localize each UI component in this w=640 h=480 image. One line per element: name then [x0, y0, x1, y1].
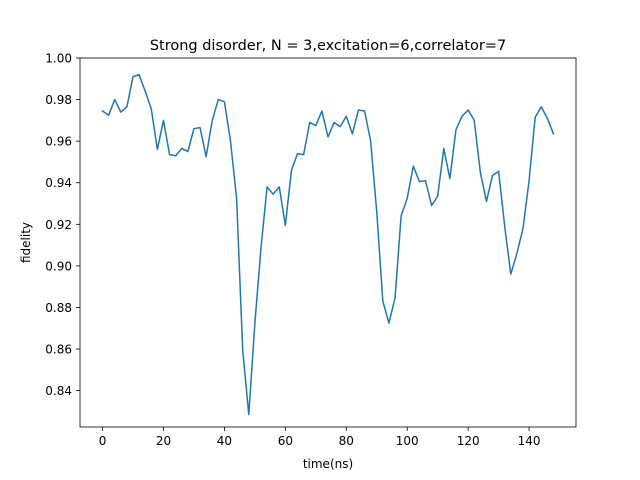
y-tick-label: 0.90 — [45, 259, 72, 273]
x-axis-ticks: 0 20 40 60 80 100 120 140 — [99, 427, 541, 448]
x-tick-label: 20 — [156, 434, 171, 448]
y-tick-label: 1.00 — [45, 52, 72, 66]
y-axis-ticks: 0.84 0.86 0.88 0.90 0.92 0.94 0.96 0.98 1.00 — [45, 52, 80, 398]
fidelity-series-line — [101, 73, 555, 416]
y-tick-label: 0.88 — [45, 301, 72, 315]
x-axis-label: time(ns) — [303, 457, 353, 471]
plot-frame — [79, 57, 577, 428]
y-tick-label: 0.94 — [45, 176, 72, 190]
x-tick-label: 60 — [278, 434, 293, 448]
x-tick-label: 120 — [457, 434, 480, 448]
y-tick-label: 0.98 — [45, 93, 72, 107]
x-tick-label: 0 — [99, 434, 107, 448]
chart-title: Strong disorder, N = 3,excitation=6,corr… — [150, 38, 506, 54]
y-tick-label: 0.96 — [45, 135, 72, 149]
x-tick-label: 40 — [217, 434, 232, 448]
x-tick-label: 80 — [339, 434, 354, 448]
y-axis-label: fidelity — [19, 222, 33, 263]
y-tick-label: 0.92 — [45, 218, 72, 232]
y-tick-label: 0.84 — [45, 384, 72, 398]
x-tick-label: 140 — [518, 434, 541, 448]
x-tick-label: 100 — [396, 434, 419, 448]
y-tick-label: 0.86 — [45, 343, 72, 357]
